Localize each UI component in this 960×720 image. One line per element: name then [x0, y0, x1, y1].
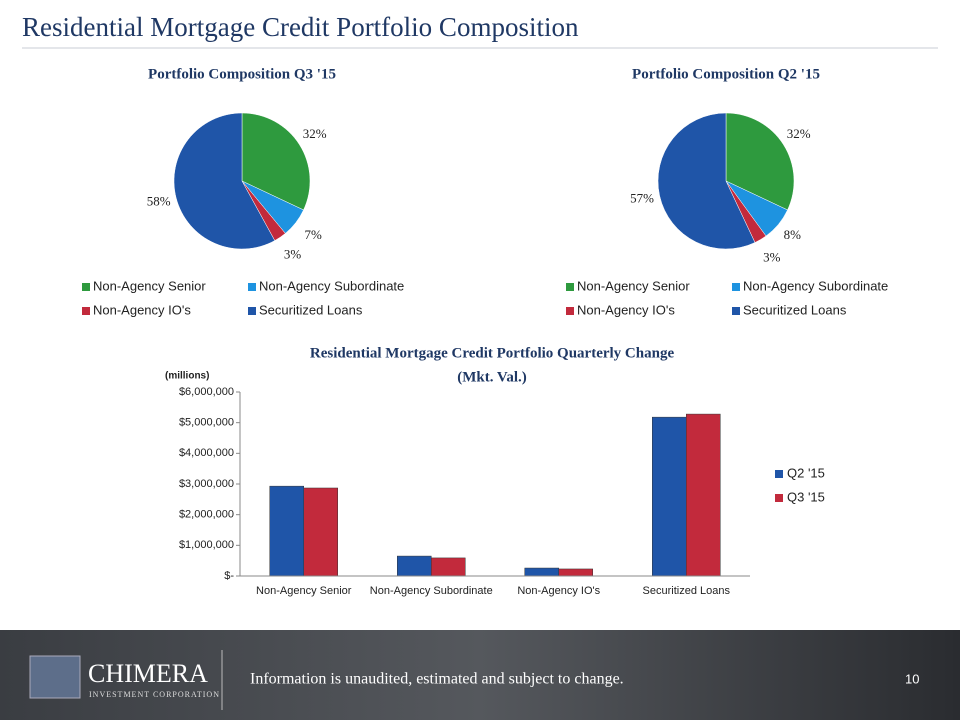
y-tick-label: $2,000,000 — [179, 509, 234, 521]
y-tick-label: $- — [224, 570, 234, 582]
legend-swatch — [775, 494, 783, 502]
data-label: 3% — [763, 249, 781, 264]
legend-label: Q3 '15 — [787, 489, 825, 504]
pie-slice — [241, 112, 311, 211]
bar — [558, 568, 593, 577]
chart-title: Residential Mortgage Credit Portfolio Qu… — [310, 345, 675, 361]
logo-sub: INVESTMENT CORPORATION — [89, 690, 220, 699]
footer-note: Information is unaudited, estimated and … — [250, 671, 624, 688]
legend-swatch — [566, 307, 574, 315]
bar — [524, 567, 559, 577]
legend-swatch — [248, 283, 256, 291]
y-tick-label: $6,000,000 — [179, 386, 234, 398]
legend-label: Q2 '15 — [787, 465, 825, 480]
bar — [686, 413, 721, 577]
bar — [431, 557, 466, 577]
data-label: 7% — [304, 227, 322, 242]
pie-title: Portfolio Composition Q3 '15 — [148, 66, 336, 82]
data-label: 58% — [147, 193, 171, 208]
y-axis-label: (millions) — [165, 371, 209, 382]
x-tick-label: Non-Agency IO's — [517, 585, 600, 597]
bar — [652, 416, 687, 577]
legend-label: Non-Agency IO's — [577, 302, 675, 317]
pie-title: Portfolio Composition Q2 '15 — [632, 66, 820, 82]
legend-swatch — [732, 307, 740, 315]
legend-label: Securitized Loans — [743, 302, 847, 317]
legend-swatch — [732, 283, 740, 291]
page-number: 10 — [905, 671, 919, 686]
slide-title: Residential Mortgage Credit Portfolio Co… — [22, 12, 579, 42]
legend-swatch — [82, 283, 90, 291]
logo-text: CHIMERA — [88, 659, 208, 688]
bar — [397, 555, 432, 577]
legend-label: Non-Agency Subordinate — [743, 278, 888, 293]
y-tick-label: $4,000,000 — [179, 447, 234, 459]
x-tick-label: Non-Agency Senior — [256, 585, 352, 597]
y-tick-label: $5,000,000 — [179, 417, 234, 429]
footer-band — [0, 630, 960, 720]
pie-slice — [725, 112, 795, 211]
bar — [303, 487, 338, 577]
data-label: 32% — [303, 126, 327, 141]
chart-title: (Mkt. Val.) — [457, 369, 527, 385]
pie-slice — [173, 112, 276, 250]
y-tick-label: $3,000,000 — [179, 478, 234, 490]
bar — [269, 485, 304, 577]
legend-swatch — [82, 307, 90, 315]
legend-label: Non-Agency IO's — [93, 302, 191, 317]
legend-swatch — [566, 283, 574, 291]
legend-label: Non-Agency Senior — [577, 278, 690, 293]
x-tick-label: Non-Agency Subordinate — [370, 585, 493, 597]
data-label: 3% — [284, 246, 302, 261]
legend-label: Non-Agency Senior — [93, 278, 206, 293]
data-label: 32% — [787, 126, 811, 141]
legend-label: Non-Agency Subordinate — [259, 278, 404, 293]
data-label: 8% — [784, 227, 802, 242]
x-tick-label: Securitized Loans — [643, 585, 731, 597]
legend-swatch — [248, 307, 256, 315]
legend-label: Securitized Loans — [259, 302, 363, 317]
data-label: 57% — [630, 191, 654, 206]
legend-swatch — [775, 470, 783, 478]
y-tick-label: $1,000,000 — [179, 539, 234, 551]
pie-slice — [657, 112, 756, 250]
logo-box — [29, 655, 81, 699]
